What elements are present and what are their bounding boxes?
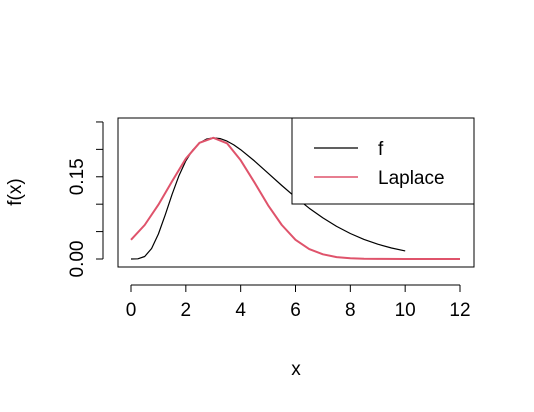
x-tick-label: 0 <box>126 300 137 321</box>
legend-label-laplace: Laplace <box>378 168 445 189</box>
legend-label-f: f <box>378 139 384 160</box>
x-tick-label: 2 <box>181 300 192 321</box>
axes: 0 2 4 6 8 10 12 0.00 0.15 <box>67 117 475 321</box>
x-tick-label: 12 <box>449 300 470 321</box>
legend-box <box>291 117 475 205</box>
x-tick-label: 6 <box>290 300 301 321</box>
x-axis-title: x <box>291 359 301 380</box>
x-tick-label: 8 <box>345 300 356 321</box>
y-tick-label: 0.00 <box>67 241 88 278</box>
x-tick-label: 10 <box>395 300 416 321</box>
legend: f Laplace <box>291 117 475 205</box>
series-line-f <box>130 137 406 260</box>
y-tick-label: 0.15 <box>67 158 88 195</box>
series-line-laplace <box>130 136 460 260</box>
plot-area <box>130 136 460 260</box>
x-tick-label: 4 <box>235 300 246 321</box>
y-axis-title: f(x) <box>5 178 26 205</box>
